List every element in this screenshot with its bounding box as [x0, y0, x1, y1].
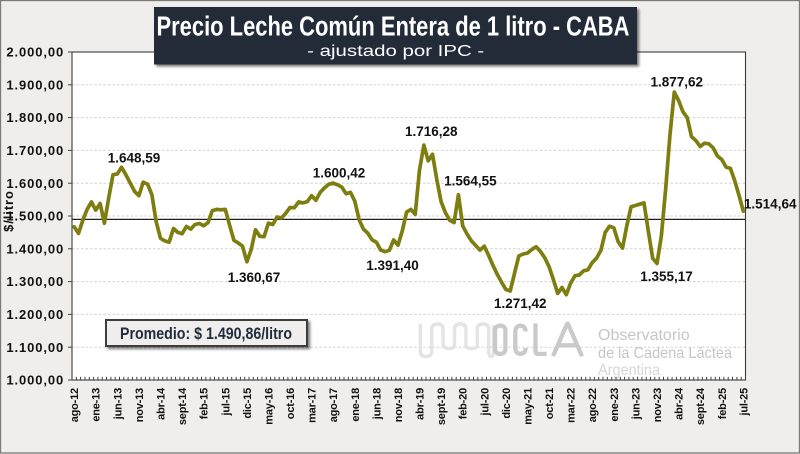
svg-text:abr-19: abr-19	[414, 388, 426, 420]
svg-text:dic-15: dic-15	[242, 388, 254, 419]
svg-text:2.000,00: 2.000,00	[6, 45, 64, 60]
svg-text:ago-12: ago-12	[69, 388, 81, 422]
svg-text:Promedio: $ 1.490,86/litro: Promedio: $ 1.490,86/litro	[120, 324, 292, 343]
svg-text:1.900,00: 1.900,00	[6, 77, 64, 92]
svg-text:ene-13: ene-13	[91, 388, 103, 422]
svg-text:- ajustado por IPC -: - ajustado por IPC -	[307, 43, 484, 60]
svg-text:1.360,67: 1.360,67	[228, 270, 281, 285]
svg-text:may-16: may-16	[263, 388, 275, 425]
svg-text:1.391,40: 1.391,40	[366, 258, 419, 273]
svg-text:ene-18: ene-18	[350, 388, 362, 422]
svg-text:abr-14: abr-14	[155, 387, 167, 420]
svg-text:may-21: may-21	[522, 388, 534, 425]
svg-text:feb-20: feb-20	[458, 388, 470, 419]
svg-text:1.600,42: 1.600,42	[313, 166, 366, 181]
svg-text:de la Cadena Láctea: de la Cadena Láctea	[598, 345, 732, 362]
svg-text:jul-15: jul-15	[220, 388, 232, 417]
svg-text:1.300,00: 1.300,00	[6, 274, 64, 289]
svg-text:Observatorio: Observatorio	[598, 327, 690, 344]
svg-text:ago-17: ago-17	[328, 388, 340, 422]
svg-text:jun-18: jun-18	[371, 388, 383, 420]
svg-text:mar-17: mar-17	[307, 388, 319, 423]
svg-text:mar-22: mar-22	[566, 388, 578, 423]
svg-text:1.271,42: 1.271,42	[494, 296, 547, 311]
svg-text:1.564,55: 1.564,55	[444, 174, 497, 189]
svg-text:1.716,28: 1.716,28	[405, 124, 458, 139]
svg-text:1.877,62: 1.877,62	[651, 75, 704, 90]
svg-text:oct-16: oct-16	[285, 388, 297, 419]
svg-text:sept-14: sept-14	[177, 387, 189, 425]
svg-text:Precio Leche Común Entera de 1: Precio Leche Común Entera de 1 litro - C…	[157, 11, 630, 42]
svg-text:sept-19: sept-19	[436, 388, 448, 425]
svg-text:jun-23: jun-23	[630, 388, 642, 420]
svg-text:ene-23: ene-23	[609, 388, 621, 422]
svg-text:1.000,00: 1.000,00	[6, 373, 64, 388]
svg-text:1.355,17: 1.355,17	[640, 269, 693, 284]
svg-text:sept-24: sept-24	[695, 387, 707, 425]
svg-text:1.800,00: 1.800,00	[6, 110, 64, 125]
svg-text:nov-18: nov-18	[393, 388, 405, 422]
svg-text:1.200,00: 1.200,00	[6, 307, 64, 322]
svg-text:feb-15: feb-15	[199, 388, 211, 419]
svg-text:Argentina: Argentina	[598, 362, 660, 379]
svg-text:1.648,59: 1.648,59	[108, 151, 161, 166]
svg-text:1.400,00: 1.400,00	[6, 241, 64, 256]
svg-text:$/litro: $/litro	[1, 190, 16, 232]
svg-text:dic-20: dic-20	[501, 388, 513, 419]
svg-text:feb-25: feb-25	[717, 388, 729, 419]
svg-text:1.500,00: 1.500,00	[6, 209, 64, 224]
svg-text:jul-25: jul-25	[738, 388, 750, 417]
svg-text:oct-21: oct-21	[544, 388, 556, 419]
svg-text:1.700,00: 1.700,00	[6, 143, 64, 158]
svg-text:1.514,64: 1.514,64	[744, 197, 797, 212]
svg-text:ago-22: ago-22	[587, 388, 599, 422]
svg-text:1.600,00: 1.600,00	[6, 176, 64, 191]
svg-text:nov-13: nov-13	[134, 388, 146, 422]
svg-text:nov-23: nov-23	[652, 388, 664, 422]
svg-text:abr-24: abr-24	[674, 387, 686, 420]
svg-text:jun-13: jun-13	[112, 388, 124, 420]
svg-text:jul-20: jul-20	[479, 388, 491, 417]
svg-text:1.100,00: 1.100,00	[6, 340, 64, 355]
